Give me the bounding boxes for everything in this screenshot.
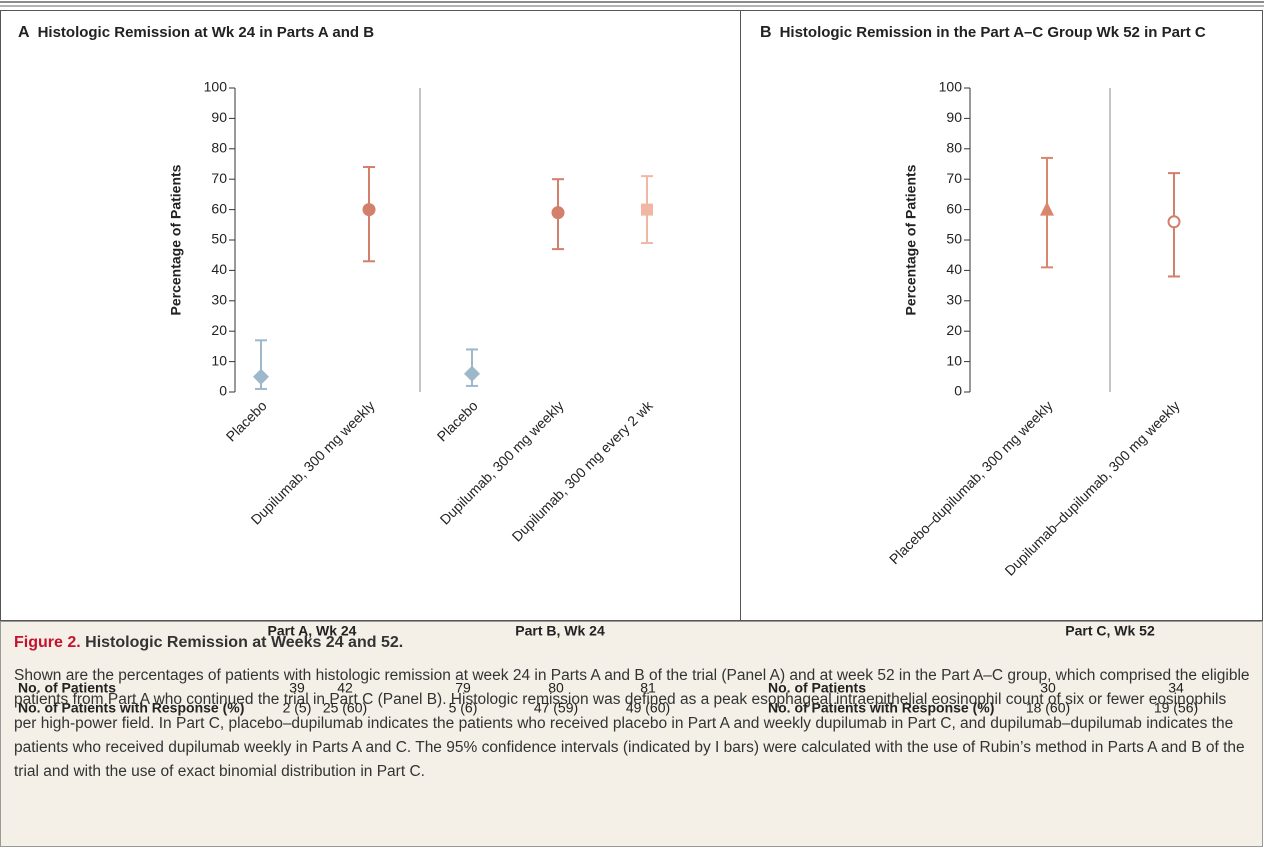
x-tick-label: Placebo: [434, 397, 481, 444]
table-cell: 39: [289, 680, 305, 696]
y-tick-label: 30: [211, 292, 227, 308]
point: [551, 206, 565, 220]
y-tick-label: 40: [211, 261, 227, 277]
y-axis-label: Percentage of Patients: [903, 164, 919, 315]
table-cell: 47 (59): [534, 700, 578, 716]
point: [1040, 201, 1054, 216]
panel-frame: [0, 10, 1263, 621]
x-tick-label: Dupilumab, 300 mg weekly: [248, 397, 378, 527]
point: [641, 203, 653, 216]
y-tick-label: 50: [946, 231, 962, 247]
y-tick-label: 20: [211, 322, 227, 338]
x-tick-label: Dupilumab, 300 mg every 2 wk: [509, 397, 657, 545]
x-tick-label: Placebo: [223, 397, 270, 444]
point: [464, 365, 480, 382]
group-label: Part A, Wk 24: [268, 623, 357, 639]
table-cell: 2 (5): [283, 700, 312, 716]
point: [362, 203, 376, 217]
caption-title: Histologic Remission at Weeks 24 and 52.: [85, 634, 404, 651]
table-row-label: No. of Patients: [768, 680, 866, 696]
y-tick-label: 0: [219, 383, 227, 399]
y-tick-label: 0: [954, 383, 962, 399]
title-text: Histologic Remission at Wk 24 in Parts A…: [37, 24, 375, 41]
table-cell: 34: [1168, 680, 1184, 696]
panel-title: A Histologic Remission at Wk 24 in Parts …: [18, 22, 718, 43]
y-tick-label: 70: [946, 170, 962, 186]
table-row-label: No. of Patients with Response (%): [18, 700, 244, 716]
table-row-label: No. of Patients with Response (%): [768, 700, 994, 716]
table-cell: 30: [1040, 680, 1056, 696]
y-tick-label: 30: [946, 292, 962, 308]
y-tick-label: 90: [946, 109, 962, 125]
caption-box: [0, 621, 1263, 847]
panel-letter: A: [18, 24, 30, 41]
y-tick-label: 80: [211, 140, 227, 156]
y-tick-label: 40: [946, 261, 962, 277]
y-tick-label: 90: [211, 109, 227, 125]
panel-letter: B: [760, 24, 772, 41]
caption-label: Figure 2.: [14, 634, 81, 651]
table-cell: 42: [337, 680, 353, 696]
group-label: Part B, Wk 24: [515, 623, 605, 639]
point: [1167, 215, 1181, 229]
y-tick-label: 10: [211, 352, 227, 368]
y-tick-label: 10: [946, 352, 962, 368]
y-tick-label: 70: [211, 170, 227, 186]
title-text: Histologic Remission in the Part A–C Gro…: [779, 24, 1206, 41]
table-cell: 49 (60): [626, 700, 670, 716]
caption-heading: Figure 2. Histologic Remission at Weeks …: [14, 634, 403, 652]
table-cell: 18 (60): [1026, 700, 1070, 716]
table-row-label: No. of Patients: [18, 680, 116, 696]
table-cell: 25 (60): [323, 700, 367, 716]
table-cell: 81: [640, 680, 656, 696]
table-cell: 19 (56): [1154, 700, 1198, 716]
y-tick-label: 100: [204, 79, 228, 95]
caption-text: Shown are the percentages of patients wi…: [14, 667, 1250, 780]
y-tick-label: 60: [946, 200, 962, 216]
y-axis-label: Percentage of Patients: [168, 164, 184, 315]
point: [253, 368, 269, 385]
table-cell: 5 (6): [449, 700, 478, 716]
panel-title: B Histologic Remission in the Part A–C Gr…: [760, 22, 1264, 43]
y-tick-label: 80: [946, 140, 962, 156]
y-tick-label: 100: [939, 79, 963, 95]
y-tick-label: 60: [211, 200, 227, 216]
y-tick-label: 20: [946, 322, 962, 338]
y-tick-label: 50: [211, 231, 227, 247]
table-cell: 79: [455, 680, 471, 696]
group-label: Part C, Wk 52: [1065, 623, 1155, 639]
table-cell: 80: [548, 680, 564, 696]
